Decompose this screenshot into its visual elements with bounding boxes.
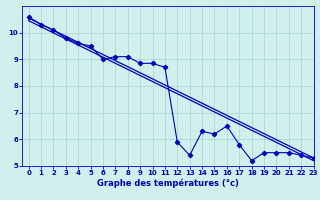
X-axis label: Graphe des températures (°c): Graphe des températures (°c) xyxy=(97,179,239,188)
